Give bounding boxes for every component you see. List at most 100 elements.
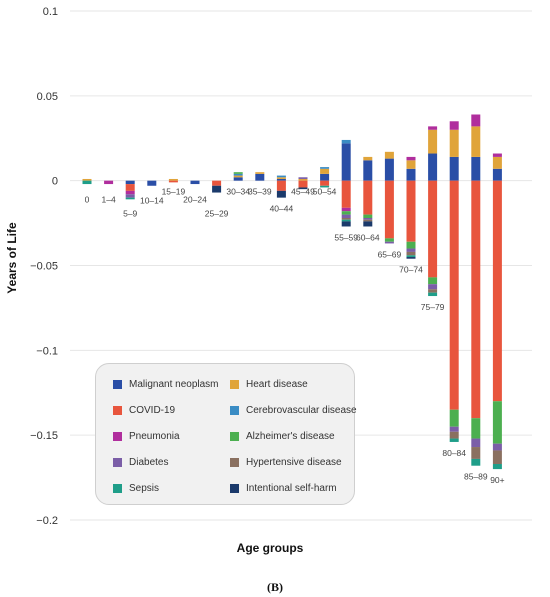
bar-segment <box>320 185 330 188</box>
y-tick-label: 0 <box>52 176 58 188</box>
bar-segment <box>406 180 416 242</box>
legend-swatch <box>113 406 122 415</box>
bar-segment <box>449 431 459 439</box>
bar-segment <box>276 190 286 198</box>
x-axis-label: Age groups <box>237 541 304 555</box>
bar-segment <box>125 190 135 195</box>
bar-segment <box>449 121 459 130</box>
bar-segment <box>363 217 373 220</box>
bar-segment <box>298 187 308 190</box>
bar-segment <box>406 168 416 181</box>
x-tick-label: 40–44 <box>270 204 294 214</box>
bar-segment <box>341 214 351 218</box>
legend: Malignant neoplasm Heart disease COVID-19 C… <box>95 363 357 505</box>
bar-segment <box>471 418 481 439</box>
x-tick-label: 1–4 <box>102 195 116 205</box>
bar-segment <box>471 156 481 181</box>
bar-segment <box>471 458 481 466</box>
bar-segment <box>471 126 481 157</box>
bar-segment <box>341 207 351 212</box>
bar-segment <box>492 450 502 465</box>
x-tick-label: 90+ <box>490 475 504 485</box>
bar-segment <box>168 180 178 183</box>
bar-segment <box>125 197 135 200</box>
y-tick-label: 0.05 <box>37 91 58 103</box>
bar-segment <box>82 178 92 181</box>
bar-segment <box>320 173 330 181</box>
x-tick-label: 55–59 <box>334 232 358 242</box>
bar-segment <box>212 180 222 186</box>
bar-segment <box>428 277 438 285</box>
x-tick-label: 15–19 <box>162 187 186 197</box>
bar-segment <box>255 172 265 174</box>
x-tick-label: 80–84 <box>442 448 466 458</box>
legend-label: Pneumonia <box>129 431 180 442</box>
figure-caption: (B) <box>267 580 283 594</box>
bar-segment <box>471 180 481 419</box>
x-tick-label: 75–79 <box>421 302 445 312</box>
bar-segment <box>125 184 135 191</box>
bar-segment <box>449 180 459 410</box>
x-tick-label: 45–49 <box>291 187 315 197</box>
bar-segment <box>341 139 351 144</box>
bar-segment <box>428 129 438 154</box>
bar-segment <box>298 180 308 188</box>
bar-segment <box>492 168 502 181</box>
legend-swatch <box>230 406 239 415</box>
legend-label: Intentional self-harm <box>246 483 337 494</box>
legend-label: Malignant neoplasm <box>129 379 219 390</box>
legend-swatch <box>113 432 122 441</box>
bar-segment <box>82 180 92 185</box>
bar-segment <box>428 284 438 290</box>
bars <box>82 114 502 470</box>
bar-segment <box>190 180 200 185</box>
bar-segment <box>233 175 243 178</box>
bar-segment <box>492 156 502 169</box>
legend-swatch <box>113 484 122 493</box>
bar-segment <box>449 156 459 181</box>
y-axis-label: Years of Life <box>5 222 19 294</box>
bar-segment <box>384 241 394 244</box>
bar-segment <box>449 409 459 427</box>
bar-segment <box>212 185 222 193</box>
bar-segment <box>255 173 265 181</box>
bar-segment <box>492 180 502 402</box>
bar-segment <box>276 178 286 181</box>
bar-segment <box>125 194 135 198</box>
bar-segment <box>492 401 502 444</box>
x-tick-label: 60–64 <box>356 232 380 242</box>
y-tick-label: −0.05 <box>30 261 58 273</box>
bar-segment <box>428 180 438 278</box>
legend-label: Sepsis <box>129 483 160 494</box>
bar-segment <box>406 241 416 249</box>
bar-segment <box>276 177 286 179</box>
bar-segment <box>471 447 481 459</box>
legend-label: Diabetes <box>129 457 169 468</box>
bar-segment <box>384 180 394 239</box>
legend-label: Alzheimer's disease <box>246 431 335 442</box>
bar-segment <box>276 175 286 178</box>
y-tick-label: −0.15 <box>30 430 58 442</box>
bar-segment <box>125 180 135 185</box>
bar-segment <box>341 219 351 222</box>
y-tick-label: −0.1 <box>36 345 58 357</box>
x-tick-label: 10–14 <box>140 196 164 206</box>
bar-segment <box>363 180 373 215</box>
legend-label: Heart disease <box>246 379 308 390</box>
bar-segment <box>298 178 308 181</box>
bar-segment <box>406 160 416 169</box>
bar-segment <box>320 180 330 186</box>
x-tick-label: 30–34 <box>226 187 250 197</box>
bar-segment <box>428 292 438 297</box>
x-tick-label: 5–9 <box>123 209 137 219</box>
bar-segment <box>406 248 416 252</box>
bar-segment <box>492 443 502 451</box>
bar-segment <box>363 156 373 161</box>
bar-segment <box>492 464 502 470</box>
bar-segment <box>104 180 114 185</box>
bar-segment <box>341 211 351 215</box>
bar-segment <box>363 221 373 227</box>
x-tick-label: 35–39 <box>248 187 272 197</box>
bar-segment <box>233 177 243 181</box>
